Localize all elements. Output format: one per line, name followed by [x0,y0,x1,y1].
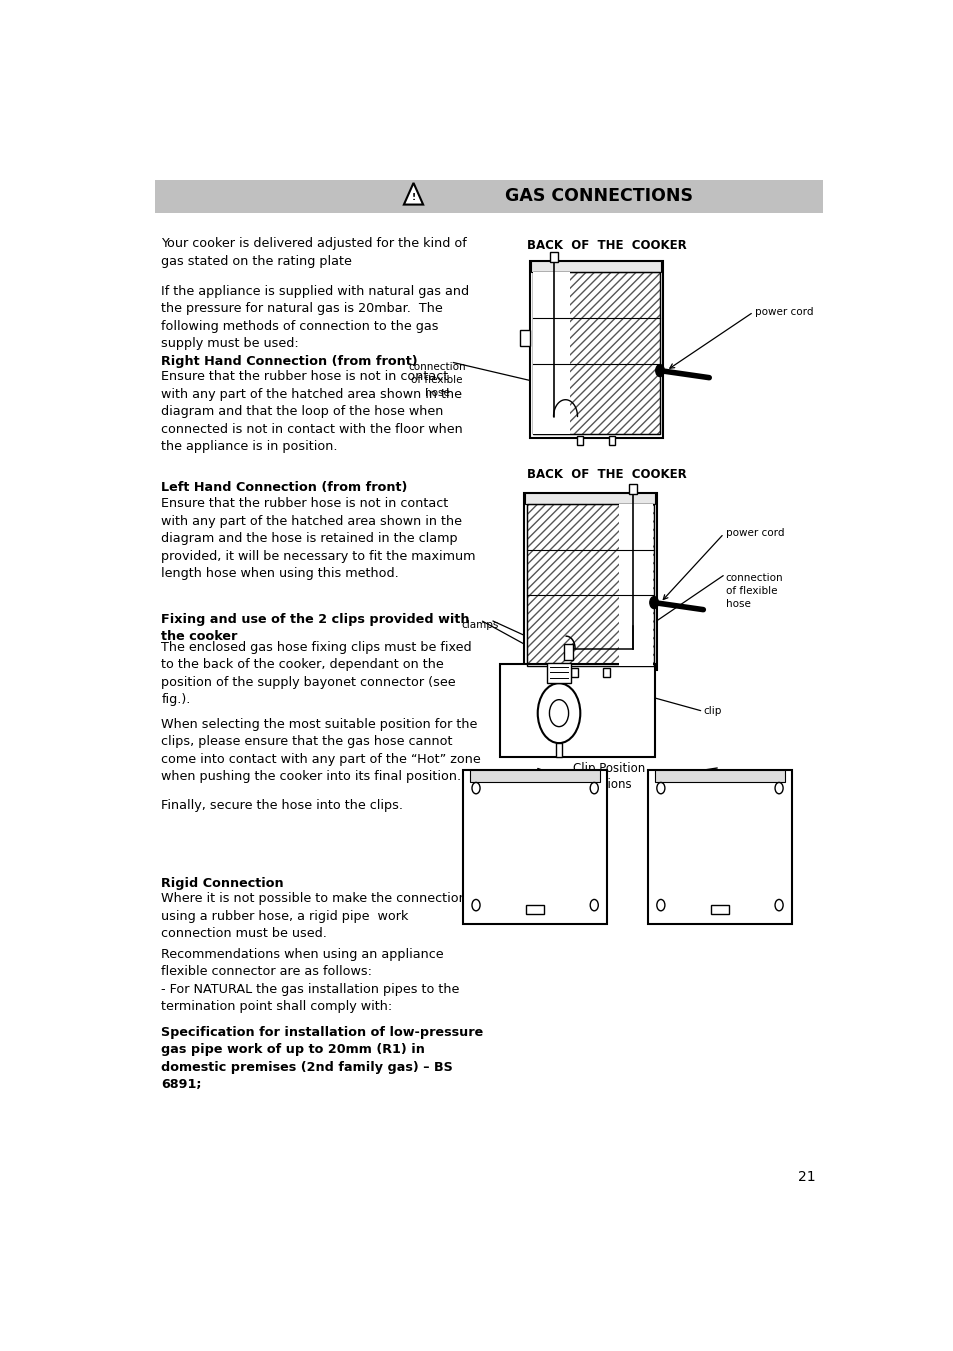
Text: When selecting the most suitable position for the
clips, please ensure that the : When selecting the most suitable positio… [161,717,480,784]
Text: clip: clip [702,707,721,716]
Text: power cord: power cord [724,528,783,539]
Text: Right Hand Connection (from front): Right Hand Connection (from front) [161,354,417,367]
FancyBboxPatch shape [526,504,653,666]
Text: GAS CONNECTIONS: GAS CONNECTIONS [492,188,692,205]
FancyBboxPatch shape [526,905,543,915]
FancyBboxPatch shape [602,667,609,677]
Text: Rigid Connection: Rigid Connection [161,877,284,890]
Text: 21: 21 [798,1170,815,1185]
Text: Clip Position
Options: Clip Position Options [572,762,644,792]
Text: The enclosed gas hose fixing clips must be fixed
to the back of the cooker, depe: The enclosed gas hose fixing clips must … [161,640,472,707]
Text: power cord: power cord [755,307,813,317]
FancyBboxPatch shape [577,436,583,444]
FancyBboxPatch shape [618,504,652,666]
FancyBboxPatch shape [655,770,784,782]
Text: Ensure that the rubber hose is not in contact
with any part of the hatched area : Ensure that the rubber hose is not in co… [161,497,476,580]
FancyBboxPatch shape [519,330,529,346]
FancyBboxPatch shape [549,253,557,262]
FancyBboxPatch shape [524,493,655,504]
Text: Finally, secure the hose into the clips.: Finally, secure the hose into the clips. [161,798,403,812]
FancyBboxPatch shape [563,644,573,661]
FancyBboxPatch shape [556,743,561,757]
FancyBboxPatch shape [711,905,728,915]
Text: !: ! [411,193,416,201]
Text: Ensure that the rubber hose is not in contact
with any part of the hatched area : Ensure that the rubber hose is not in co… [161,370,462,453]
Text: BACK  OF  THE  COOKER: BACK OF THE COOKER [527,239,686,251]
FancyBboxPatch shape [647,770,791,924]
FancyBboxPatch shape [523,493,656,670]
Polygon shape [403,182,423,204]
Text: clamps: clamps [592,378,629,389]
Polygon shape [547,662,570,684]
FancyBboxPatch shape [628,484,637,494]
Text: BACK  OF  THE  COOKER: BACK OF THE COOKER [527,467,686,481]
FancyBboxPatch shape [499,663,655,757]
FancyBboxPatch shape [154,180,822,213]
FancyBboxPatch shape [462,770,606,924]
Text: Where it is not possible to make the connection
using a rubber hose, a rigid pip: Where it is not possible to make the con… [161,893,467,940]
FancyBboxPatch shape [531,261,660,272]
Circle shape [655,365,663,377]
Text: Specification for installation of low-pressure
gas pipe work of up to 20mm (R1) : Specification for installation of low-pr… [161,1025,483,1092]
FancyBboxPatch shape [529,261,662,438]
FancyBboxPatch shape [532,272,659,434]
Text: connection
of flexible
hose: connection of flexible hose [408,362,465,399]
Text: connection
of flexible
hose: connection of flexible hose [724,573,782,609]
Text: Recommendations when using an appliance
flexible connector are as follows:
- For: Recommendations when using an appliance … [161,947,459,1013]
Text: Your cooker is delivered adjusted for the kind of
gas stated on the rating plate: Your cooker is delivered adjusted for th… [161,236,467,267]
Text: If the appliance is supplied with natural gas and
the pressure for natural gas i: If the appliance is supplied with natura… [161,285,469,350]
Circle shape [649,597,658,608]
Text: Fixing and use of the 2 clips provided with
the cooker: Fixing and use of the 2 clips provided w… [161,612,470,643]
FancyBboxPatch shape [470,770,599,782]
Text: clamps: clamps [461,620,498,630]
Text: Left Hand Connection (from front): Left Hand Connection (from front) [161,481,407,494]
FancyBboxPatch shape [608,436,615,444]
FancyBboxPatch shape [532,272,569,434]
FancyBboxPatch shape [570,667,577,677]
